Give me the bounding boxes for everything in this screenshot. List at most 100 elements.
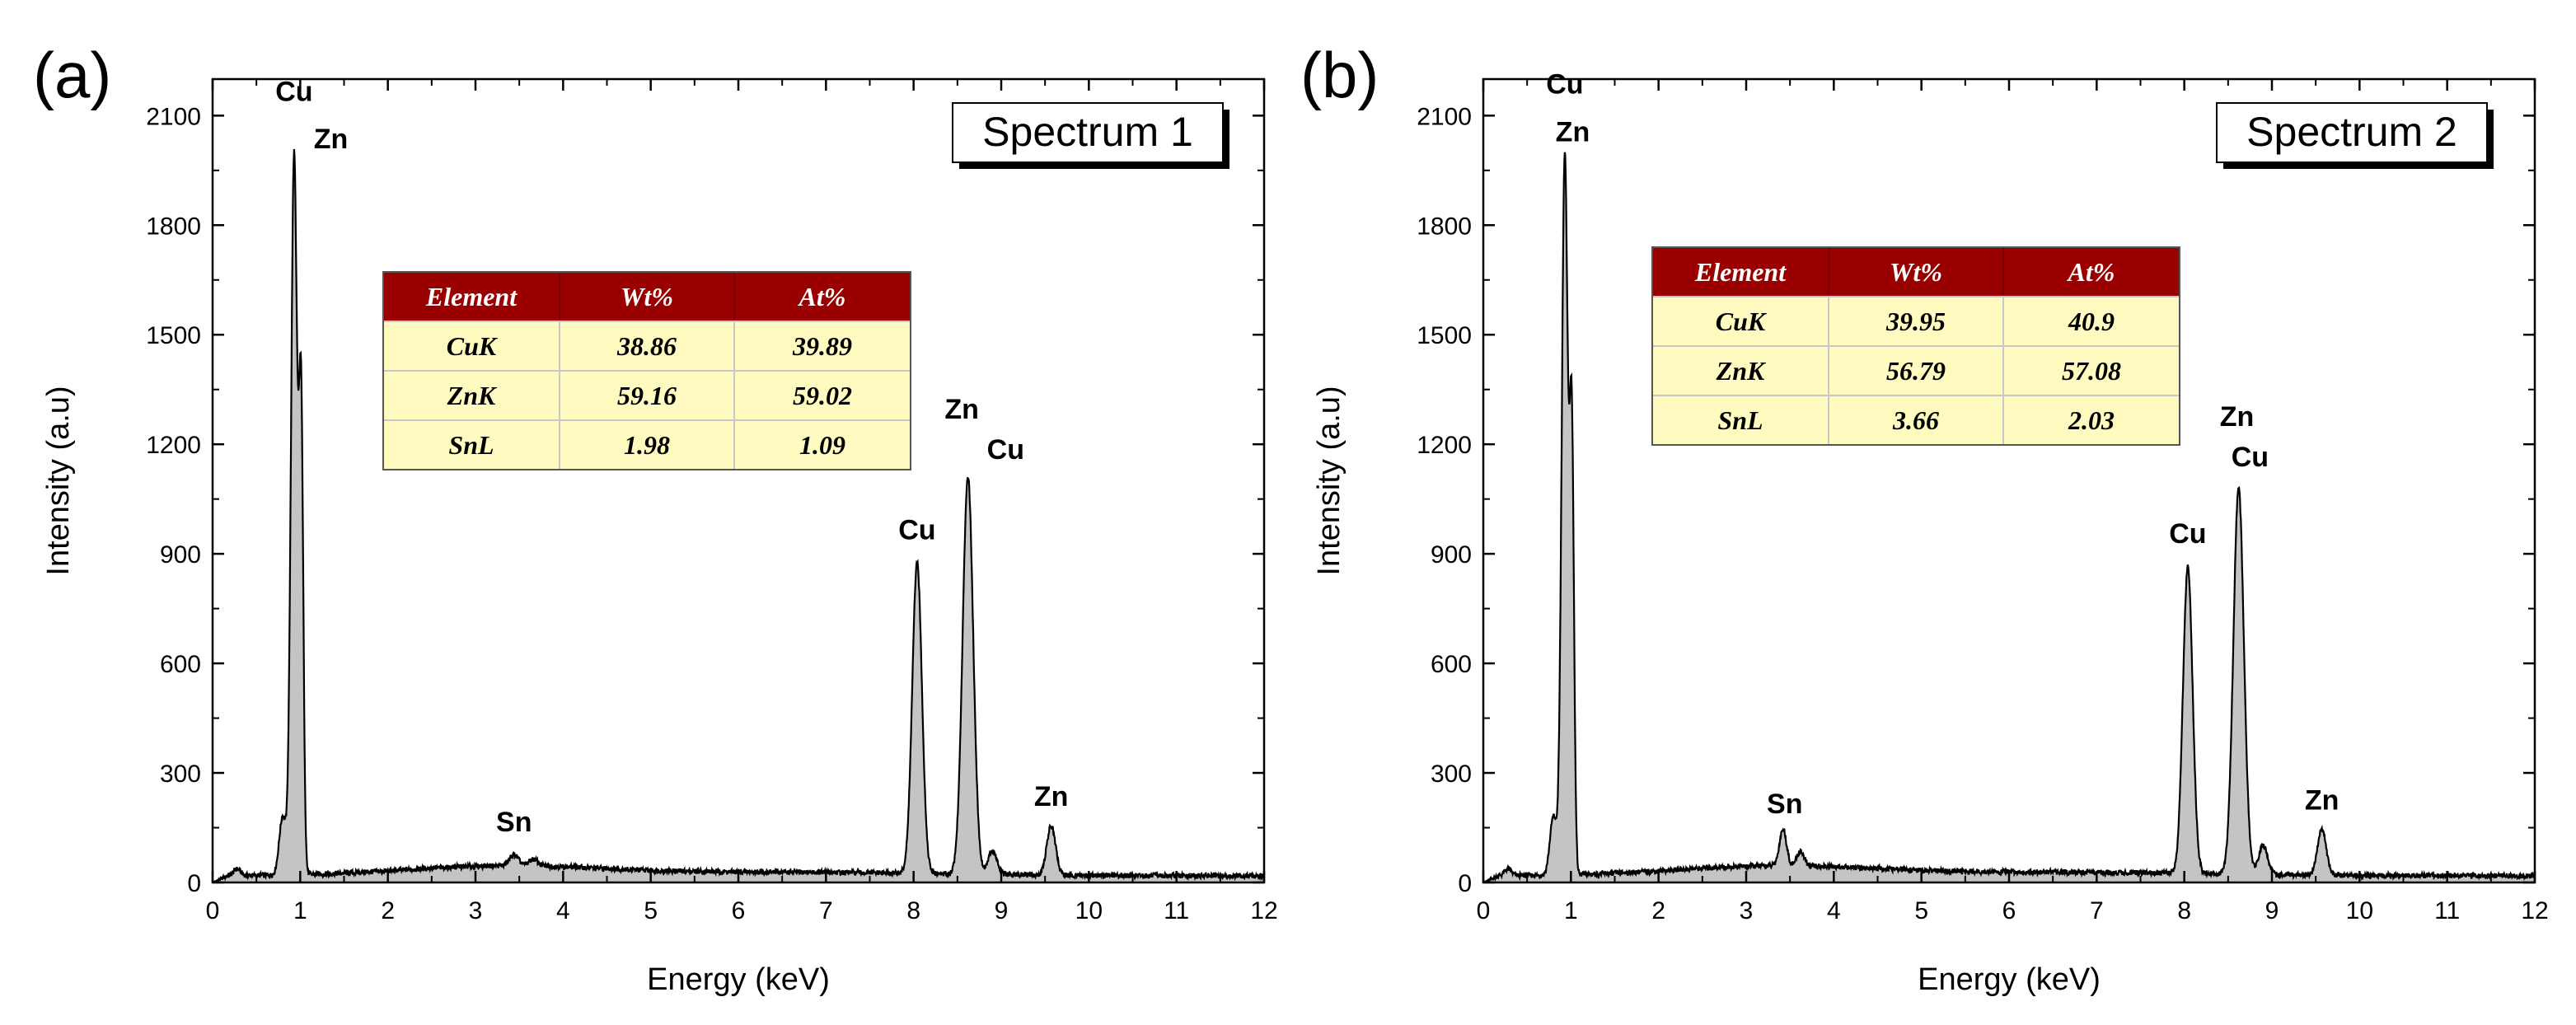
- x-tick-label: 7: [2090, 897, 2104, 924]
- x-tick-label: 12: [2521, 897, 2548, 924]
- x-axis-title: Energy (keV): [647, 962, 830, 997]
- table-cell-text: 3.66: [1892, 405, 1939, 435]
- table-header-cell: [382, 271, 560, 322]
- y-tick-label: 2100: [1417, 103, 1472, 130]
- x-tick-label: 4: [556, 897, 570, 924]
- peak-label: Zn: [314, 124, 349, 155]
- plot-frame: [1482, 77, 2536, 884]
- x-tick-label: 5: [644, 897, 658, 924]
- y-tick-label: 300: [1431, 761, 1472, 788]
- table-cell: [559, 419, 735, 470]
- spectrum-title: Spectrum 1: [982, 109, 1193, 155]
- x-tick-label: 3: [469, 897, 483, 924]
- y-tick-label: 1500: [146, 322, 201, 349]
- table-cell: [382, 419, 560, 470]
- y-tick-label: 1200: [146, 432, 201, 459]
- peak-label: Cu: [2232, 442, 2269, 473]
- x-tick-label: 2: [1651, 897, 1665, 924]
- table-cell-text: 40.9: [2068, 307, 2115, 336]
- x-tick-label: 10: [1075, 897, 1103, 924]
- y-axis-title: Intensity (a.u): [1312, 386, 1347, 575]
- table-cell: [382, 370, 560, 421]
- spectrum-title: Spectrum 2: [2246, 109, 2457, 155]
- x-tick-label: 0: [1477, 897, 1491, 924]
- table-header-cell: [733, 271, 911, 322]
- table-cell-text: SnL: [448, 430, 494, 460]
- peak-label: Sn: [496, 807, 532, 838]
- composition-table: Element Wt% At% CuK 38.86 39.89 ZnK 59.16 59.02 S…: [382, 271, 911, 470]
- peak-label: Cu: [898, 514, 935, 545]
- table-cell-text: 39.89: [792, 331, 852, 361]
- y-axis-title: Intensity (a.u): [41, 386, 76, 575]
- x-tick-label: 11: [1164, 897, 1189, 924]
- y-tick-label: 1200: [1417, 432, 1472, 459]
- peak-label: Cu: [987, 434, 1024, 466]
- peak-label: Zn: [2305, 784, 2339, 816]
- table-cell: [733, 321, 911, 372]
- y-tick-label: 600: [160, 651, 201, 678]
- x-tick-label: 11: [2434, 897, 2460, 924]
- x-tick-label: 8: [906, 897, 920, 924]
- table-cell-text: 39.95: [1885, 307, 1946, 336]
- peak-label: Cu: [1546, 69, 1583, 101]
- x-tick-label: 2: [381, 897, 395, 924]
- chart-panel-1: 0 1 2 3 4 5 6 7 8 9 10 11 12030060090012001500180021…: [33, 39, 1278, 997]
- table-header-text: Wt%: [1890, 257, 1942, 287]
- y-tick-label: 1800: [1417, 213, 1472, 240]
- table-cell-text: 38.86: [616, 331, 677, 361]
- table-header-text: Wt%: [621, 282, 673, 311]
- table-cell: [2002, 296, 2180, 347]
- chart-panel-2: 0 1 2 3 4 5 6 7 8 9 10 11 12030060090012001500180021…: [1300, 39, 2549, 997]
- table-cell-text: 59.16: [617, 381, 677, 410]
- table-cell: [1651, 345, 1829, 396]
- spectrum-line: [212, 148, 1265, 883]
- y-tick-label: 1500: [1417, 322, 1472, 349]
- table-cell-text: CuK: [1716, 307, 1768, 336]
- table-header-text: At%: [798, 282, 846, 311]
- table-cell: [559, 370, 735, 421]
- y-tick-label: 0: [1458, 870, 1472, 897]
- x-tick-label: 3: [1740, 897, 1754, 924]
- x-tick-label: 10: [2346, 897, 2373, 924]
- table-header-text: Element: [1694, 257, 1787, 287]
- x-tick-label: 8: [2177, 897, 2191, 924]
- table-cell: [733, 370, 911, 421]
- peak-label: Cu: [2169, 518, 2206, 550]
- y-tick-label: 900: [1431, 541, 1472, 569]
- x-tick-label: 4: [1827, 897, 1841, 924]
- y-tick-label: 300: [160, 761, 201, 788]
- x-axis-title: Energy (keV): [1918, 962, 2101, 997]
- table-cell-text: 1.98: [624, 430, 670, 460]
- table-cell-text: CuK: [447, 331, 499, 361]
- table-cell-text: SnL: [1717, 405, 1763, 435]
- x-tick-label: 7: [819, 897, 833, 924]
- y-tick-label: 2100: [146, 103, 201, 130]
- table-cell-text: ZnK: [447, 381, 498, 410]
- peak-label: Zn: [944, 394, 979, 425]
- spectrum-fill: [213, 149, 1264, 882]
- table-header-cell: [2002, 246, 2180, 297]
- y-tick-label: 900: [160, 541, 201, 569]
- table-cell-text: 57.08: [2062, 356, 2121, 386]
- table-cell: [1828, 395, 2004, 446]
- y-tick-label: 0: [187, 870, 201, 897]
- x-tick-label: 6: [732, 897, 746, 924]
- y-tick-label: 600: [1431, 651, 1472, 678]
- panel-label: (b): [1300, 39, 1379, 111]
- plot-frame: [211, 77, 1266, 884]
- peak-label: Zn: [1556, 116, 1590, 147]
- table-cell: [1651, 296, 1829, 347]
- table-header-cell: [1828, 246, 2004, 297]
- table-border: [1651, 246, 2180, 446]
- composition-table: Element Wt% At% CuK 39.95 40.9 ZnK 56.79 57.08 Sn…: [1651, 246, 2180, 446]
- table-cell-text: 56.79: [1886, 356, 1946, 386]
- table-cell-text: 2.03: [2068, 405, 2115, 435]
- x-tick-label: 12: [1250, 897, 1277, 924]
- peak-label: Zn: [1034, 781, 1069, 812]
- x-tick-label: 1: [293, 897, 307, 924]
- peak-label: Zn: [2220, 401, 2255, 433]
- peak-label: Cu: [275, 77, 312, 108]
- y-tick-label: 1800: [146, 213, 201, 240]
- x-tick-label: 9: [2265, 897, 2279, 924]
